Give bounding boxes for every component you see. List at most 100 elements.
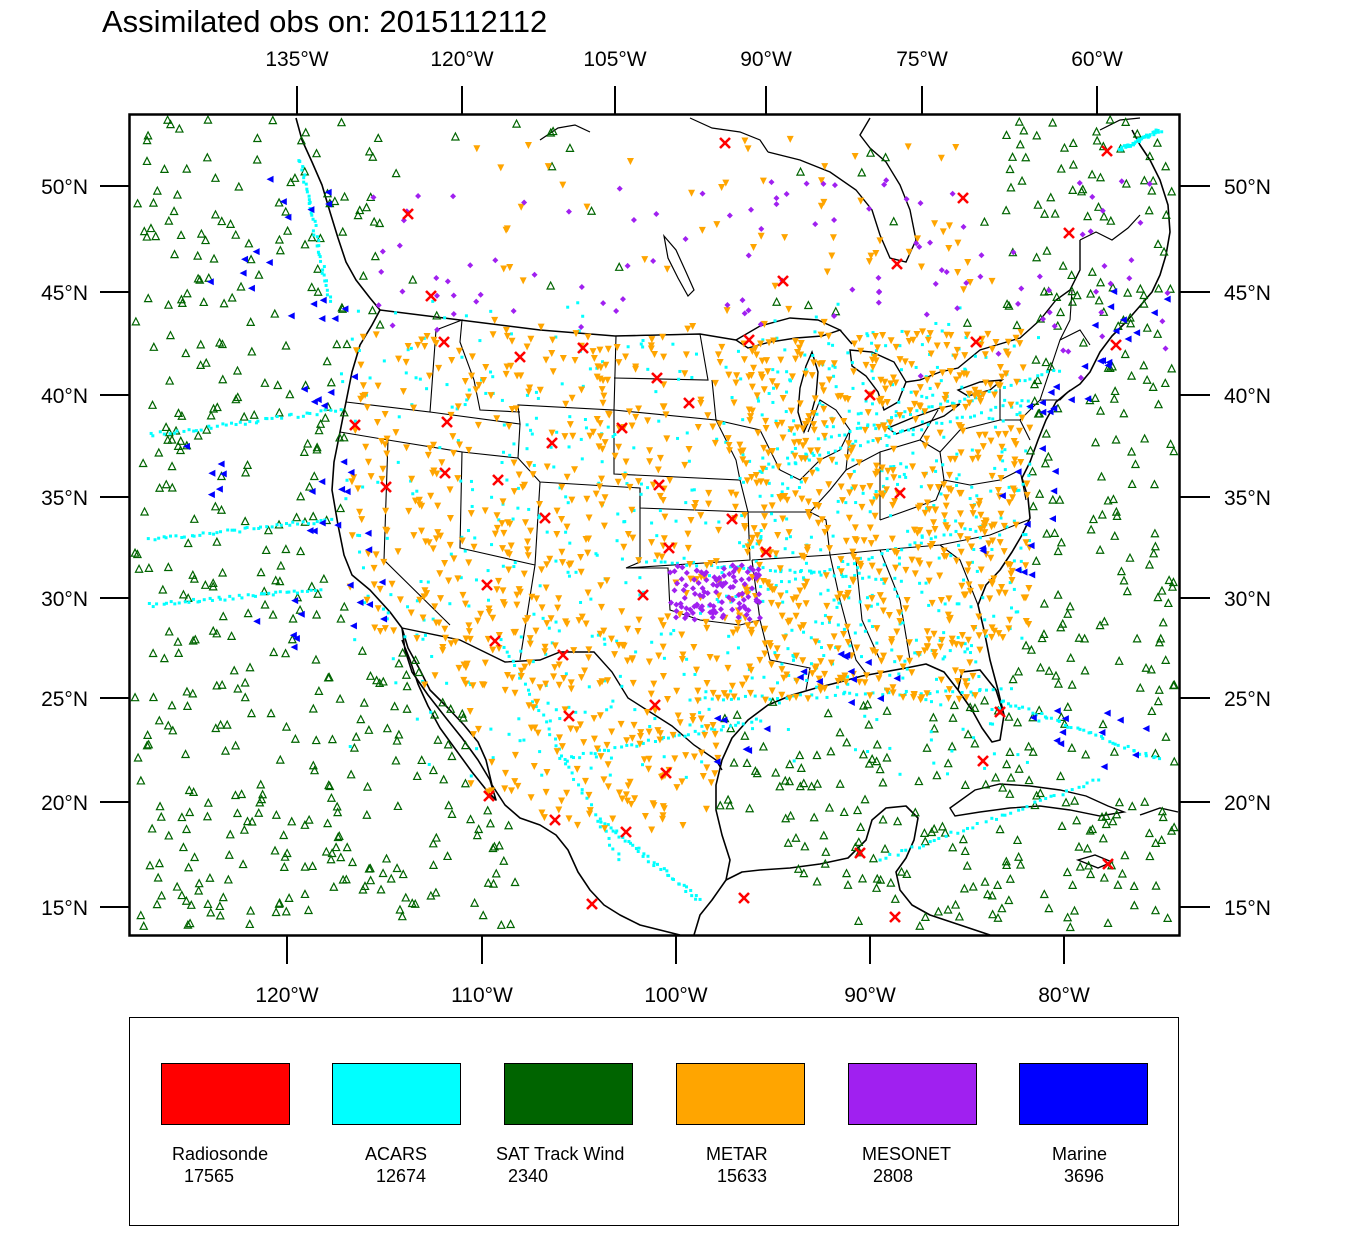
metar-marker [891,548,899,556]
mesonet-marker [707,601,714,608]
acars-marker [180,536,184,540]
metar-marker [951,353,959,361]
sat-track-wind-marker [1097,812,1107,821]
metar-marker [585,514,593,522]
acars-marker [799,570,803,574]
metar-marker [466,708,474,716]
acars-marker [970,644,974,648]
metar-marker [853,644,861,652]
acars-marker [742,566,746,570]
sat-track-wind-marker [1119,408,1129,418]
metar-marker [660,535,668,543]
acars-marker [772,386,776,390]
acars-marker [984,820,988,824]
metar-marker [953,346,961,354]
acars-marker [920,343,924,347]
acars-marker [566,570,570,574]
sat-track-wind-marker [401,892,411,902]
sat-track-wind-marker [1053,678,1064,688]
mesonet-marker [673,601,680,608]
sat-track-wind-marker [223,874,233,884]
metar-marker [714,351,722,359]
metar-marker [615,641,623,649]
acars-marker [720,571,724,575]
sat-track-wind-marker [155,482,165,492]
metar-marker [817,202,825,210]
acars-marker [904,689,908,693]
mesonet-marker [710,581,717,588]
acars-marker [1126,744,1130,748]
metar-marker [461,377,469,385]
metar-marker [866,692,874,700]
acars-marker [832,598,836,602]
acars-marker [902,472,906,476]
acars-marker [564,530,568,534]
acars-marker [934,535,938,539]
acars-marker [785,517,789,521]
mesonet-marker [1065,348,1072,355]
acars-marker [1003,448,1007,452]
marine-marker [378,578,386,586]
metar-marker [911,570,919,578]
sat-track-wind-marker [375,678,385,687]
sat-track-wind-marker [331,842,341,852]
acars-marker [625,743,629,747]
metar-marker [842,537,850,545]
metar-marker [628,506,636,514]
acars-marker [301,165,305,169]
metar-marker [370,564,378,572]
sat-track-wind-marker [132,549,143,559]
mesonet-marker [1093,288,1100,295]
acars-marker [512,442,516,446]
acars-marker [1153,755,1157,759]
mesonet-marker [1015,300,1022,307]
metar-marker [1022,562,1030,570]
acars-marker [1116,743,1120,747]
mesonet-marker [720,565,727,572]
metar-marker [527,527,535,535]
acars-marker [1027,539,1031,543]
metar-marker [1008,494,1016,502]
sat-track-wind-marker [1160,378,1170,388]
metar-marker [635,557,643,565]
sat-track-wind-marker [275,245,285,255]
sat-track-wind-marker [185,807,195,817]
metar-marker [940,481,948,489]
metar-marker [939,228,947,236]
sat-track-wind-marker [391,168,401,178]
sat-track-wind-marker [947,741,957,751]
acars-marker [748,459,752,463]
mesonet-marker [619,296,626,303]
acars-marker [831,534,835,538]
metar-marker [845,440,853,448]
metar-marker [363,404,371,412]
mesonet-marker [684,611,691,618]
acars-marker [507,654,511,658]
metar-marker [723,307,731,315]
acars-marker [511,517,515,521]
sat-track-wind-marker [216,471,227,481]
metar-marker [628,422,636,430]
marine-marker [319,296,327,304]
radiosonde-marker [586,898,598,910]
metar-marker [575,617,583,625]
acars-marker [501,450,505,454]
metar-marker [974,449,982,457]
metar-marker [976,394,984,402]
acars-marker [828,568,832,572]
acars-marker [659,560,663,564]
acars-marker [325,288,329,292]
marine-marker [1132,751,1140,759]
sat-track-wind-marker [408,274,418,284]
acars-marker [607,836,611,840]
metar-marker [927,350,935,358]
metar-marker [942,494,950,502]
acars-marker [296,522,300,526]
acars-marker [836,302,840,306]
metar-marker [593,373,601,381]
acars-marker [848,584,852,588]
metar-marker [773,645,781,653]
acars-marker [1028,377,1032,381]
metar-marker [844,591,852,599]
marine-marker [763,725,771,733]
